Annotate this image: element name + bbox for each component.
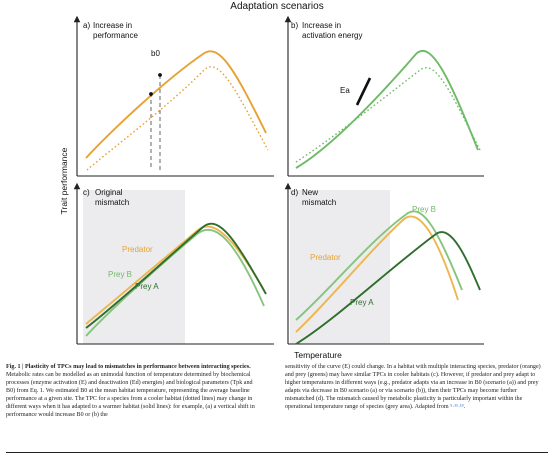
panel-d-letter: d) [291, 188, 298, 197]
y-axis-label: Trait performance [59, 147, 69, 214]
panel-d: d) New mismatch Prey B Predator Prey A [284, 182, 484, 345]
panel-d-prey-a-curve [295, 231, 481, 345]
caption-left-column: Fig. 1 | Plasticity of TPCs may lead to … [6, 363, 262, 419]
caption-right-body: sensitivity of the curve (E) could chang… [285, 364, 541, 411]
panel-a-dotted-curve [86, 66, 269, 171]
panel-c-label-prey-a: Prey A [135, 282, 159, 291]
caption-bottom-rule [6, 452, 548, 453]
panel-b-solid-curve [295, 50, 479, 169]
panel-c-mismatch-area [83, 190, 185, 344]
panel-b-ea-label: Ea [340, 86, 350, 95]
panel-b-slope-marker [355, 77, 372, 106]
panel-c-predator-curve [85, 225, 265, 325]
panel-c-prey-b-curve [85, 228, 265, 337]
panel-d-label-prey-a: Prey A [350, 298, 374, 307]
caption-left-body: Metabolic rates can be modelled as an un… [6, 372, 255, 419]
panel-d-predator-curve [295, 215, 459, 333]
panel-a-b0-label: b0 [151, 49, 160, 58]
caption-heading: Fig. 1 | Plasticity of TPCs may lead to … [6, 364, 251, 370]
x-axis-label: Temperature [294, 350, 342, 360]
panel-d-label-prey-b: Prey B [412, 205, 436, 214]
panel-c-title-line1: Original [95, 188, 123, 197]
panel-a-letter: a) [83, 21, 90, 30]
panel-d-prey-b-curve [295, 210, 463, 321]
caption-reference-link[interactable]: ⁵·¹¹·¹³ [450, 404, 464, 411]
panel-b-letter: b) [291, 21, 298, 30]
panel-b-title-line1: Increase in [302, 21, 341, 30]
panel-a-point-shifted [158, 73, 162, 77]
panel-d-title-line2: mismatch [302, 198, 336, 207]
caption-right-column: sensitivity of the curve (E) could chang… [285, 364, 541, 411]
panel-a-solid-curve [85, 50, 267, 159]
panel-c: c) Original mismatch Predator Prey B Pre… [73, 182, 274, 345]
figure-caption: Fig. 1 | Plasticity of TPCs may lead to … [6, 363, 548, 453]
panel-a-point-original [149, 92, 153, 96]
figure: Adaptation scenarios Trait performance T… [59, 1, 484, 360]
panel-a-title-line1: Increase in [93, 21, 132, 30]
panel-c-label-prey-b: Prey B [108, 270, 132, 279]
panel-c-prey-a-curve [85, 222, 267, 329]
panel-c-label-predator: Predator [122, 245, 153, 254]
panel-a-title-line2: performance [93, 31, 138, 40]
panel-d-title-line1: New [302, 188, 318, 197]
panel-d-label-predator: Predator [310, 253, 341, 262]
panel-c-letter: c) [83, 188, 90, 197]
panel-d-mismatch-area [290, 190, 390, 344]
panel-b-title-line2: activation energy [302, 31, 362, 40]
figure-title: Adaptation scenarios [230, 1, 323, 12]
panel-c-title-line2: mismatch [95, 198, 129, 207]
panel-b: b) Increase in activation energy Ea [284, 15, 484, 177]
panel-a: a) Increase in performance b0 [73, 15, 274, 177]
